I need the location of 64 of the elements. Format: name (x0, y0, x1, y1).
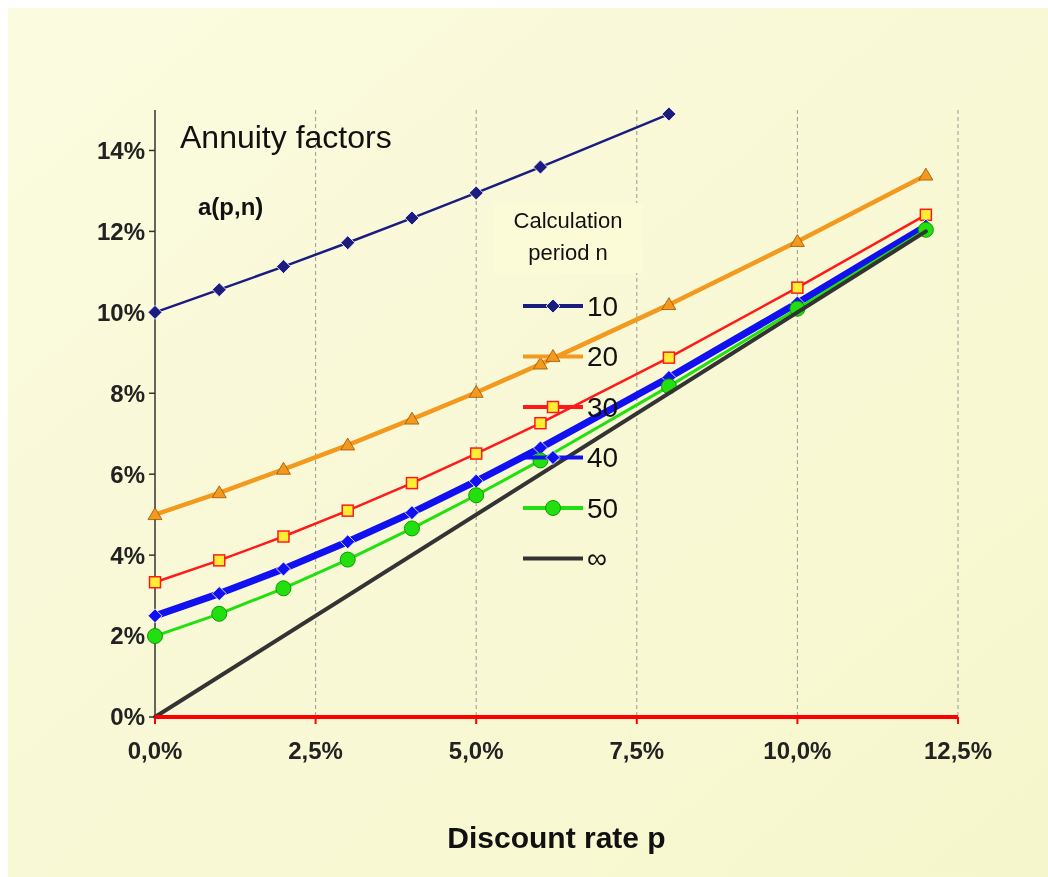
point (404, 411, 420, 425)
point (147, 507, 163, 520)
y-tick-label: 4% (110, 541, 145, 569)
x-tick-label: 2,5% (288, 737, 343, 764)
x-tick-label: 0,0% (127, 737, 183, 764)
point (533, 159, 548, 175)
point (405, 476, 419, 490)
point (275, 580, 292, 597)
point (918, 167, 934, 181)
point (791, 281, 804, 294)
point (341, 504, 354, 517)
point (468, 385, 484, 398)
point (211, 586, 227, 601)
annotation: a(p,n) (198, 193, 264, 220)
point (533, 356, 548, 370)
point (147, 608, 163, 624)
point (790, 234, 805, 247)
point (340, 534, 356, 550)
legend-label: 20 (587, 341, 619, 373)
point (339, 551, 356, 568)
point (147, 628, 163, 645)
chart-title: Annuity factors (180, 119, 392, 155)
point (276, 259, 291, 275)
point (212, 554, 226, 567)
y-tick-label: 2% (110, 622, 145, 650)
y-tick-label: 6% (110, 460, 145, 488)
point (404, 210, 420, 226)
point (211, 485, 227, 499)
x-tick-label: 10,0% (763, 737, 832, 764)
point (147, 304, 163, 320)
point (661, 106, 677, 122)
x-tick-label: 12,5% (923, 737, 993, 764)
point (533, 440, 548, 456)
point (662, 351, 676, 364)
legend-label: 40 (587, 442, 619, 474)
point (403, 520, 420, 537)
legend-label: 50 (587, 492, 619, 524)
point (469, 447, 483, 460)
point (534, 416, 547, 430)
point (468, 473, 484, 489)
x-tick-label: 7,5% (609, 737, 665, 764)
point (276, 561, 291, 577)
point (340, 437, 356, 451)
y-tick-label: 8% (110, 379, 145, 407)
point (468, 487, 485, 504)
point (211, 605, 228, 622)
legend-title: Calculation period n (513, 208, 623, 265)
y-tick-label: 10% (96, 298, 145, 326)
point (148, 576, 162, 589)
point (211, 282, 227, 298)
point (404, 505, 420, 521)
point (468, 185, 484, 201)
legend-label: 10 (587, 290, 619, 322)
point (661, 297, 677, 310)
legend-label: ∞ (587, 543, 607, 575)
y-tick-label: 12% (96, 217, 145, 245)
point (277, 530, 290, 543)
x-axis-title: Discount rate p (447, 821, 666, 854)
point (919, 208, 933, 222)
y-tick-label: 0% (110, 703, 145, 731)
y-tick-label: 14% (96, 136, 145, 164)
point (340, 235, 356, 251)
x-tick-label: 5,0% (448, 737, 504, 764)
point (276, 461, 291, 475)
